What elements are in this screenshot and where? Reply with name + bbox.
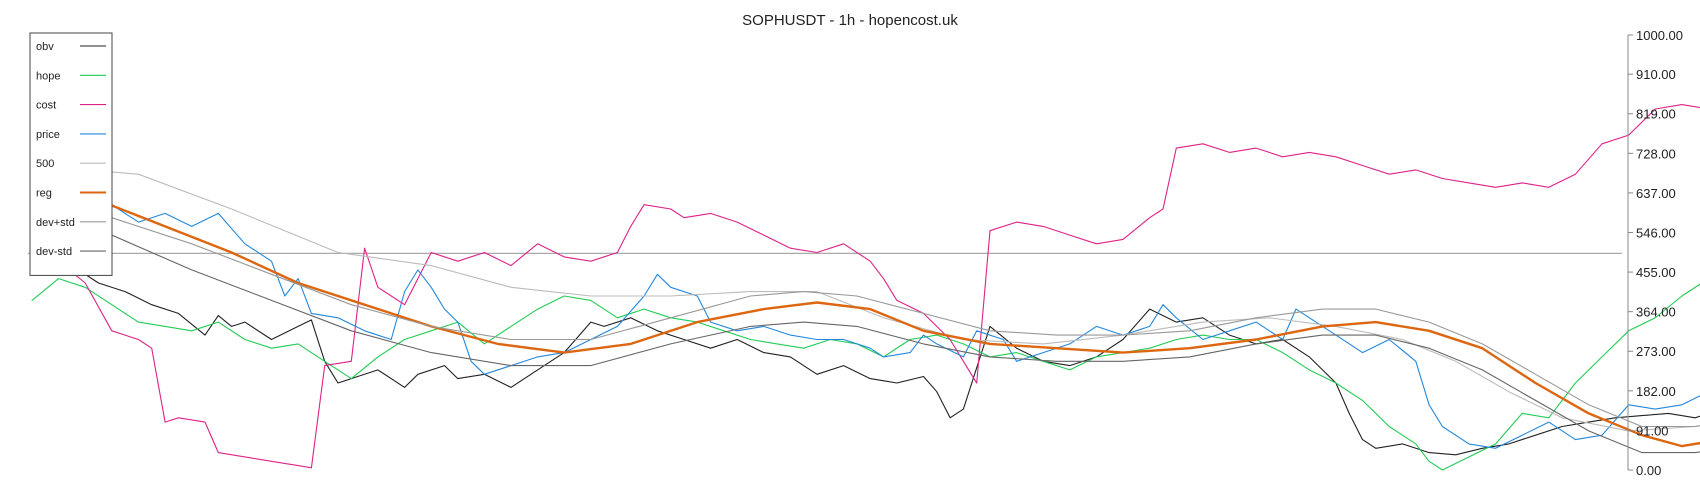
y-tick-label: 819.00 <box>1636 107 1676 122</box>
legend-label: obv <box>36 41 54 53</box>
legend-label: dev-std <box>36 246 72 258</box>
legend-label: reg <box>36 188 52 200</box>
series-line-dev-std <box>31 225 1700 454</box>
series-line-obv <box>31 243 1700 456</box>
y-tick-label: 0.00 <box>1636 463 1661 478</box>
chart-title: SOPHUSDT - 1h - hopencost.uk <box>742 12 958 29</box>
y-tick-label: 91.00 <box>1636 423 1669 438</box>
series-line-price <box>31 204 1700 449</box>
legend-label: dev+std <box>36 217 75 229</box>
legend-label: hope <box>36 70 60 82</box>
series-line-500 <box>31 164 1700 432</box>
y-tick-label: 273.00 <box>1636 344 1676 359</box>
series-line-cost <box>31 104 1700 469</box>
y-tick-label: 637.00 <box>1636 186 1676 201</box>
y-tick-label: 546.00 <box>1636 225 1676 240</box>
legend-box <box>29 32 113 276</box>
y-tick-label: 728.00 <box>1636 146 1676 161</box>
series-line-reg <box>30 186 1700 448</box>
legend-label: 500 <box>36 158 54 170</box>
y-tick-label: 1000.00 <box>1636 28 1683 43</box>
y-axis: 0.00 91.00 182.00 273.00 364.00 455.00 546.00 6… <box>1627 28 1683 478</box>
series-layer <box>30 104 1700 471</box>
series-line-dev-std <box>31 199 1700 428</box>
legend-label: cost <box>36 100 56 112</box>
legend: obv hope cost price 500 reg dev+std dev-std <box>29 32 113 276</box>
y-tick-label: 910.00 <box>1636 67 1676 82</box>
series-line-hope <box>31 278 1700 471</box>
legend-label: price <box>36 129 60 141</box>
y-tick-label: 182.00 <box>1636 384 1676 399</box>
y-tick-label: 364.00 <box>1636 305 1676 320</box>
y-tick-label: 455.00 <box>1636 265 1676 280</box>
